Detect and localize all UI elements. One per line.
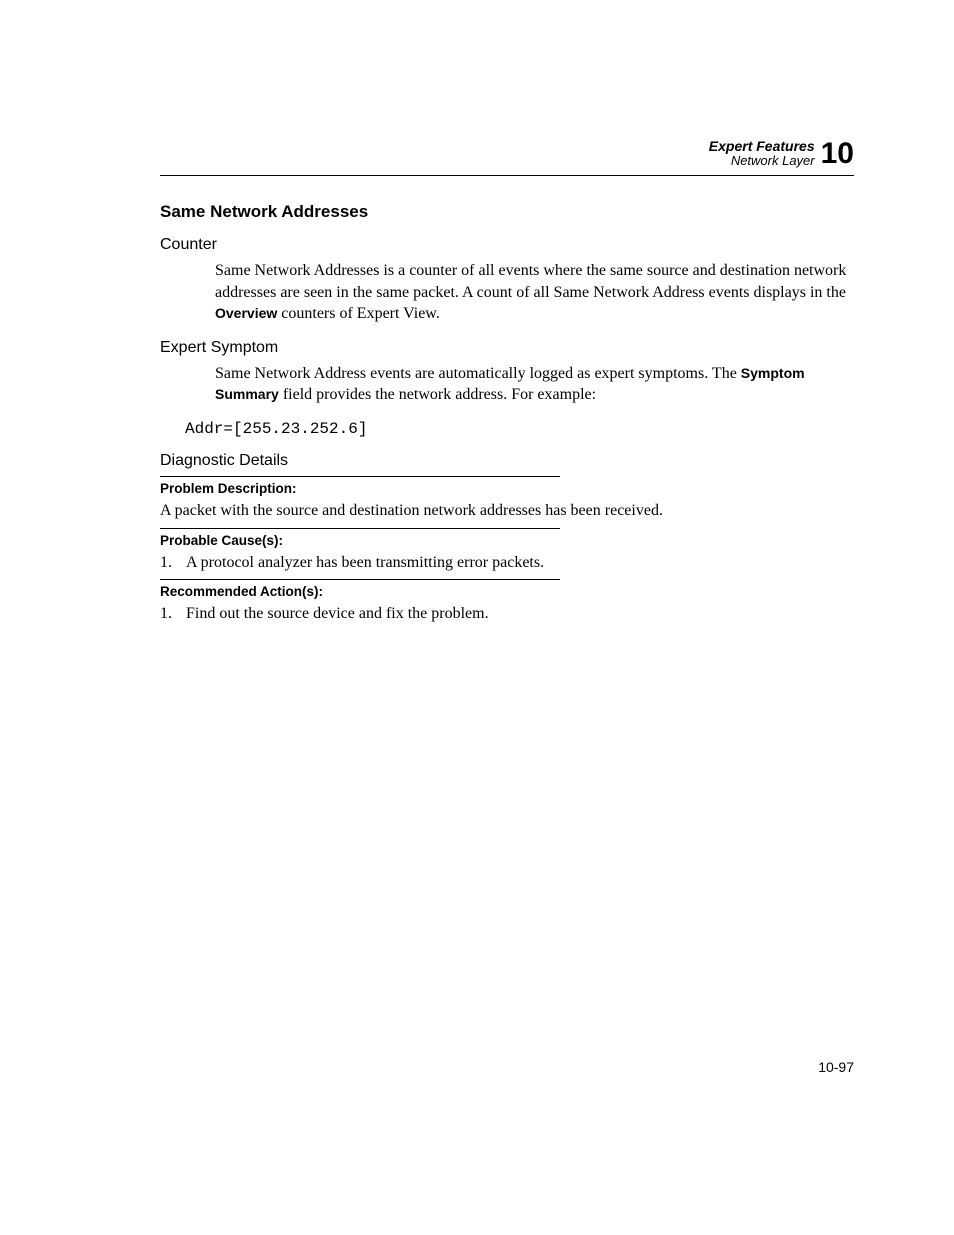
divider xyxy=(160,528,560,529)
problem-label: Problem Description: xyxy=(160,481,854,496)
page-header: Expert Features Network Layer 10 xyxy=(160,138,854,176)
symptom-paragraph: Same Network Address events are automati… xyxy=(215,363,854,406)
counter-heading: Counter xyxy=(160,236,854,254)
header-text-group: Expert Features Network Layer 10 xyxy=(709,138,854,169)
page: Expert Features Network Layer 10 Same Ne… xyxy=(0,0,954,1235)
action-text: Find out the source device and fix the p… xyxy=(186,603,489,625)
counter-text-post: counters of Expert View. xyxy=(277,305,440,322)
symptom-heading: Expert Symptom xyxy=(160,339,854,357)
counter-text-pre: Same Network Addresses is a counter of a… xyxy=(215,262,846,301)
header-lines: Expert Features Network Layer xyxy=(709,138,815,169)
action-item: 1. Find out the source device and fix th… xyxy=(160,603,854,625)
content: Same Network Addresses Counter Same Netw… xyxy=(160,202,854,625)
counter-paragraph: Same Network Addresses is a counter of a… xyxy=(215,260,854,325)
action-num: 1. xyxy=(160,603,174,625)
code-example: Addr=[255.23.252.6] xyxy=(185,420,854,438)
cause-label: Probable Cause(s): xyxy=(160,533,854,548)
section-title: Same Network Addresses xyxy=(160,202,854,222)
divider xyxy=(160,579,560,580)
problem-text: A packet with the source and destination… xyxy=(160,500,854,522)
symptom-text-post: field provides the network address. For … xyxy=(279,386,596,403)
header-subtitle: Network Layer xyxy=(731,154,815,169)
symptom-text-pre: Same Network Address events are automati… xyxy=(215,365,741,382)
action-label: Recommended Action(s): xyxy=(160,584,854,599)
cause-item: 1. A protocol analyzer has been transmit… xyxy=(160,552,854,574)
header-title: Expert Features xyxy=(709,138,815,154)
chapter-number: 10 xyxy=(821,139,854,169)
cause-num: 1. xyxy=(160,552,174,574)
counter-bold: Overview xyxy=(215,305,277,321)
page-number: 10-97 xyxy=(818,1059,854,1075)
cause-text: A protocol analyzer has been transmittin… xyxy=(186,552,544,574)
divider xyxy=(160,476,560,477)
diagnostic-heading: Diagnostic Details xyxy=(160,452,854,470)
